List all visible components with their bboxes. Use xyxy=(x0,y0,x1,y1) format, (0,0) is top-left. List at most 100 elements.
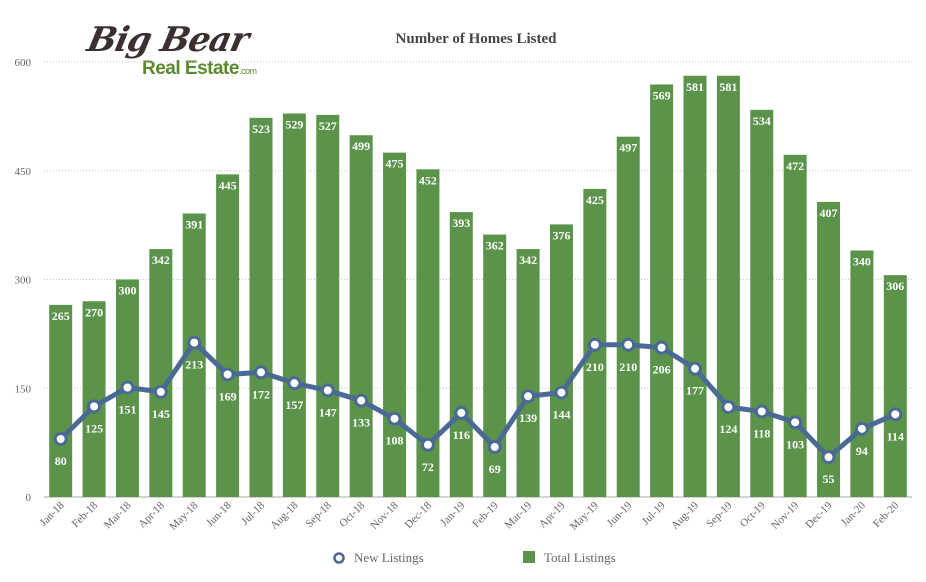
x-tick-label: Jul-19 xyxy=(640,499,668,527)
point-value-label: 108 xyxy=(386,434,404,448)
point-new-listings xyxy=(220,367,235,382)
bar-value-label: 270 xyxy=(85,305,103,319)
point-value-label: 55 xyxy=(823,472,835,486)
bar-total-listings xyxy=(49,304,73,497)
point-value-label: 177 xyxy=(686,384,704,398)
x-tick-label: Dec-18 xyxy=(403,499,435,531)
x-tick-label: Sep-19 xyxy=(704,499,735,530)
point-new-listings xyxy=(821,450,836,465)
x-tick-label: Apr-19 xyxy=(537,499,568,530)
bar-value-label: 475 xyxy=(386,157,404,171)
y-tick-label: 450 xyxy=(15,166,32,178)
point-new-listings xyxy=(587,337,602,352)
x-tick-label: Oct-18 xyxy=(337,499,367,529)
point-new-listings xyxy=(187,335,202,350)
bar-value-label: 265 xyxy=(52,309,70,323)
point-new-listings xyxy=(621,337,636,352)
legend-line-marker xyxy=(333,552,345,564)
bar-value-label: 529 xyxy=(285,117,303,131)
point-new-listings xyxy=(120,380,135,395)
x-tick-label: May-18 xyxy=(167,499,200,532)
bar-value-label: 527 xyxy=(319,119,337,133)
bar-total-listings xyxy=(282,113,306,497)
bar-value-label: 452 xyxy=(419,173,437,187)
point-value-label: 125 xyxy=(85,421,103,435)
point-new-listings xyxy=(387,411,402,426)
y-tick-label: 300 xyxy=(15,275,32,287)
chart-title: Number of Homes Listed xyxy=(395,31,557,47)
point-value-label: 157 xyxy=(285,398,303,412)
bar-value-label: 445 xyxy=(219,178,237,192)
bar-value-label: 425 xyxy=(586,193,604,207)
point-new-listings xyxy=(554,385,569,400)
point-value-label: 133 xyxy=(352,416,370,430)
point-value-label: 147 xyxy=(319,405,337,419)
point-value-label: 210 xyxy=(586,360,604,374)
bar-total-listings xyxy=(650,84,674,497)
point-value-label: 94 xyxy=(856,444,868,458)
point-value-label: 103 xyxy=(786,437,804,451)
bar-total-listings xyxy=(616,136,640,498)
x-tick-label: Mar-19 xyxy=(503,499,535,531)
x-tick-label: Apr-18 xyxy=(136,499,167,530)
x-tick-label: Aug-18 xyxy=(268,499,301,532)
point-value-label: 69 xyxy=(489,462,501,476)
bar-total-listings xyxy=(817,201,841,498)
bar-value-label: 534 xyxy=(753,114,771,128)
point-value-label: 206 xyxy=(653,363,671,377)
point-value-label: 139 xyxy=(519,411,537,425)
bar-value-label: 342 xyxy=(519,253,537,267)
x-tick-label: Feb-19 xyxy=(470,499,501,530)
point-new-listings xyxy=(788,415,803,430)
bar-total-listings xyxy=(683,75,707,498)
legend-new-listings: New Listings xyxy=(332,550,424,566)
point-value-label: 72 xyxy=(422,460,434,474)
bar-total-listings xyxy=(483,234,507,498)
logo-dotcom: .com xyxy=(238,66,257,76)
point-new-listings xyxy=(53,432,68,446)
bar-value-label: 362 xyxy=(486,239,504,253)
bar-total-listings xyxy=(750,109,774,497)
point-value-label: 172 xyxy=(252,387,270,401)
point-new-listings xyxy=(854,421,869,436)
logo-sub-text: Real Estate.com xyxy=(142,58,257,80)
point-new-listings xyxy=(521,389,536,404)
x-tick-label: Sep-18 xyxy=(303,499,334,530)
bar-value-label: 393 xyxy=(452,216,470,230)
x-tick-label: Feb-18 xyxy=(70,499,101,530)
x-tick-label: Jan-18 xyxy=(38,499,68,529)
legend-total-listings-label: Total Listings xyxy=(544,550,616,565)
bar-value-label: 523 xyxy=(252,122,270,136)
bar-total-listings xyxy=(516,249,540,497)
x-tick-label: May-19 xyxy=(568,499,601,532)
point-value-label: 116 xyxy=(453,428,470,442)
point-value-label: 124 xyxy=(719,422,737,436)
point-new-listings xyxy=(688,361,702,376)
x-tick-label: Jun-18 xyxy=(204,499,234,529)
bar-total-listings xyxy=(182,213,206,497)
x-tick-label: Jun-19 xyxy=(605,499,635,529)
legend-new-listings-label: New Listings xyxy=(354,550,424,565)
point-value-label: 118 xyxy=(753,426,770,440)
point-new-listings xyxy=(287,376,302,391)
x-tick-label: Feb-20 xyxy=(871,499,902,530)
point-value-label: 169 xyxy=(219,389,237,403)
bar-total-listings xyxy=(249,117,273,497)
bar-value-label: 569 xyxy=(653,88,671,102)
point-new-listings xyxy=(87,399,102,414)
point-new-listings xyxy=(754,404,769,419)
x-tick-label: Jul-18 xyxy=(239,499,267,527)
bar-total-listings xyxy=(316,114,340,498)
bar-total-listings xyxy=(416,169,440,498)
bar-total-listings xyxy=(549,224,573,497)
point-value-label: 151 xyxy=(118,403,136,417)
bar-value-label: 499 xyxy=(352,139,370,153)
y-tick-label: 600 xyxy=(15,57,32,69)
x-tick-label: Jan-19 xyxy=(438,499,468,529)
bar-value-label: 306 xyxy=(886,279,904,293)
bar-total-listings xyxy=(216,174,240,497)
bar-total-listings xyxy=(383,152,407,497)
bar-value-label: 342 xyxy=(152,253,170,267)
x-tick-label: Dec-19 xyxy=(803,499,835,531)
